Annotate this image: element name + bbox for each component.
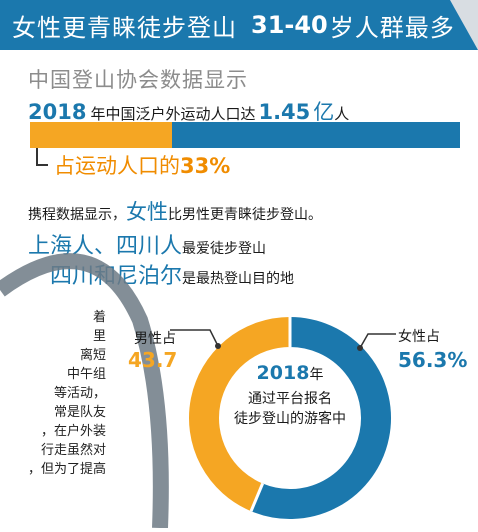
population-share-bar bbox=[30, 122, 460, 148]
donut-separator bbox=[249, 482, 265, 512]
article-line: 行走虽然对 bbox=[40, 443, 106, 458]
share-text: 占运动人口的33% bbox=[54, 150, 230, 180]
female-label: 女性占 bbox=[398, 329, 440, 345]
donut-center-year: 2018 bbox=[256, 362, 310, 384]
preference2-suffix: 是最热登山目的地 bbox=[182, 271, 295, 287]
title-age-range: 31-40 bbox=[251, 11, 328, 39]
donut-center-year-unit: 年 bbox=[309, 367, 324, 383]
population-line: 2018 年中国泛户外运动人口达 1.45 亿 人 bbox=[28, 96, 349, 126]
male-leader-line-dot bbox=[215, 343, 221, 349]
preference1-suffix: 最爱徒步登山 bbox=[182, 241, 267, 257]
article-line: 中午组 bbox=[66, 367, 106, 382]
share-value: 33% bbox=[180, 154, 231, 178]
donut-center-line-2: 通过平台报名 bbox=[248, 391, 332, 407]
population-text: 年中国泛户外运动人口达 bbox=[90, 105, 256, 123]
article-line: 离短 bbox=[79, 348, 106, 363]
donut-slice-female bbox=[251, 317, 391, 519]
ctrip-line: 携程数据显示，女性比男性更青睐徒步登山。 bbox=[28, 196, 322, 226]
preference-line-1: 上海人、四川人最爱徒步登山 bbox=[28, 228, 266, 260]
article-line: ，在户外装 bbox=[40, 424, 106, 439]
gender-donut-chart bbox=[170, 317, 396, 519]
donut-slice-male bbox=[189, 317, 291, 512]
data-source-line: 中国登山协会数据显示 bbox=[28, 68, 248, 92]
article-line: 着 bbox=[92, 310, 106, 325]
article-line: 常是队友 bbox=[53, 405, 106, 420]
article-line: 等活动， bbox=[53, 386, 106, 401]
donut-center-year-line: 2018年 bbox=[250, 362, 330, 384]
population-tail: 人 bbox=[334, 105, 350, 123]
title-bar: 女性更青睐徒步登山 31-40 岁人群最多 bbox=[0, 0, 478, 50]
share-pointer-line bbox=[36, 148, 48, 166]
female-leader-line-dot bbox=[357, 345, 363, 351]
article-line: ，但为了提高 bbox=[27, 462, 106, 477]
article-fragment: 着里离短中午组等活动， 常是队友 ，在户外装行走虽然对 ，但为了提高 bbox=[0, 308, 106, 479]
population-value: 1.45 bbox=[258, 100, 311, 124]
female-leader-line bbox=[359, 333, 396, 349]
ctrip-highlight: 女性 bbox=[126, 200, 168, 224]
population-year: 2018 bbox=[28, 100, 87, 124]
ctrip-suffix: 比男性更青睐徒步登山。 bbox=[168, 207, 322, 223]
preference1-highlight: 上海人、四川人 bbox=[28, 234, 183, 259]
donut-center-line-3: 徒步登山的游客中 bbox=[234, 411, 346, 427]
population-unit: 亿 bbox=[313, 100, 335, 124]
title-main: 女性更青睐徒步登山 bbox=[12, 13, 237, 42]
male-label: 男性占 bbox=[134, 331, 176, 347]
female-value: 56.3% bbox=[398, 348, 468, 372]
article-line: 里 bbox=[92, 329, 106, 344]
ctrip-prefix: 携程数据显示， bbox=[28, 207, 126, 223]
male-value: 43.7 bbox=[128, 348, 178, 372]
share-label: 占运动人口的 bbox=[54, 154, 180, 178]
population-share-fill bbox=[30, 122, 172, 148]
male-leader-line bbox=[170, 329, 219, 347]
title-rest: 岁人群最多 bbox=[329, 13, 455, 42]
